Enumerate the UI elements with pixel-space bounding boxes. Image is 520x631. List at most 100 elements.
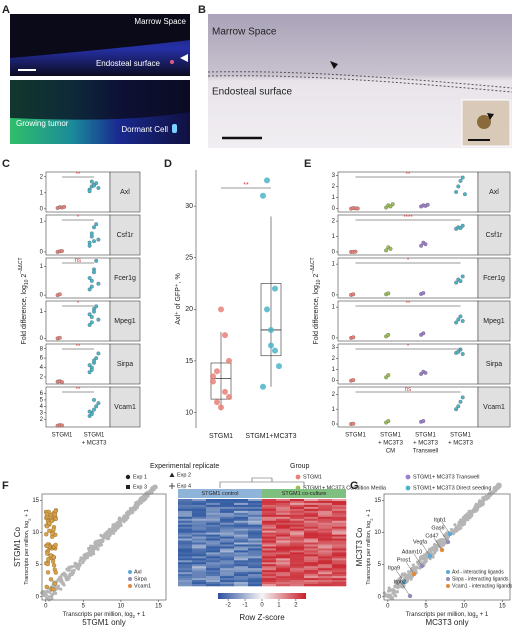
heatmap-cell <box>220 556 235 559</box>
heatmap-cell <box>192 546 207 549</box>
heatmap-cell <box>262 520 277 524</box>
heatmap-cell <box>234 502 249 506</box>
y-tick-label: 6 <box>40 356 44 362</box>
facet-frame <box>337 257 479 299</box>
background-point <box>413 566 417 570</box>
background-point <box>466 515 470 519</box>
highlight-point <box>49 518 55 523</box>
heatmap-cell <box>178 562 193 565</box>
heatmap-cell <box>332 528 347 531</box>
heatmap-cell <box>206 558 221 561</box>
heatmap-cell <box>220 572 235 575</box>
data-point <box>454 280 459 285</box>
heatmap-cell <box>192 556 207 559</box>
heatmap-cell <box>304 580 319 583</box>
background-point <box>81 560 85 565</box>
heatmap-cell <box>262 512 277 516</box>
heatmap-cell <box>318 499 333 502</box>
legend-symbol <box>446 577 450 581</box>
heatmap-cell <box>332 568 347 571</box>
data-point <box>96 317 101 322</box>
heatmap-cell <box>178 584 193 587</box>
facet-gene: Csf1r <box>486 232 503 239</box>
y-tick-label: 1 <box>332 367 336 373</box>
background-point <box>403 573 407 577</box>
heatmap-cell <box>318 554 333 557</box>
heatmap-cell <box>234 512 249 516</box>
y-tick-label: 10 <box>185 409 193 416</box>
x-tick-label: 15 <box>155 604 162 610</box>
heatmap-cell <box>220 522 235 526</box>
heatmap-cell <box>206 572 221 575</box>
heatmap-cell <box>248 580 263 583</box>
legend-label: STGM1+ MC3T3 Direct seeding <box>413 485 491 491</box>
highlight-point <box>53 516 58 522</box>
background-point <box>459 521 463 525</box>
heatmap-cell <box>262 532 277 535</box>
legend-label: Axl <box>134 569 142 575</box>
background-point <box>454 526 458 530</box>
heatmap-cell <box>276 584 291 587</box>
heatmap-cell <box>206 580 221 583</box>
facet-frame <box>45 343 111 385</box>
gene-label: Gas6 <box>431 525 444 531</box>
heatmap-cell <box>220 536 235 539</box>
heatmap-cell <box>220 552 235 555</box>
data-point <box>89 278 94 283</box>
heatmap-cell <box>318 564 333 567</box>
heatmap-cell <box>220 546 235 549</box>
heatmap-cell <box>234 570 249 573</box>
heatmap-cell <box>220 506 235 510</box>
heatmap-cell <box>304 510 319 514</box>
heatmap-cell <box>178 510 193 514</box>
background-point <box>52 590 57 595</box>
heatmap-cell <box>206 536 221 539</box>
background-point <box>138 501 143 505</box>
y-tick-label: 1 <box>332 234 336 240</box>
legend-symbol <box>169 483 175 489</box>
heatmap-cell <box>318 506 333 510</box>
sig-label: ** <box>243 182 249 189</box>
data-point <box>87 243 92 248</box>
heatmap-cell <box>290 500 305 504</box>
heatmap-cell <box>290 499 305 502</box>
heatmap-cell <box>304 550 319 553</box>
leader-line <box>401 583 411 597</box>
data-point <box>94 181 99 186</box>
heatmap-cell <box>276 566 291 569</box>
heatmap-cell <box>276 536 291 539</box>
heatmap-cell <box>248 568 263 571</box>
heatmap-cell <box>290 560 305 563</box>
background-point <box>66 567 70 571</box>
heatmap-cell <box>332 526 347 529</box>
heatmap-cell <box>206 506 221 510</box>
data-point <box>60 380 64 385</box>
background-point <box>73 564 77 568</box>
panel-label: B <box>198 4 206 16</box>
facet-strip <box>109 386 141 428</box>
heatmap-cell <box>192 544 207 547</box>
heatmap-cell <box>192 550 207 553</box>
plot-frame <box>41 493 167 601</box>
facet-frame <box>337 343 479 385</box>
heatmap-cell <box>332 578 347 581</box>
heatmap-cell <box>262 568 277 571</box>
heatmap-cell <box>290 518 305 522</box>
y-tick-label: 1 <box>332 262 336 268</box>
heatmap-cell <box>234 506 249 510</box>
heatmap-cell <box>318 520 333 524</box>
x-tick-label: STGM1 <box>84 433 105 439</box>
data-point <box>458 314 463 319</box>
background-point <box>128 506 132 511</box>
heatmap-cell <box>262 500 277 504</box>
heatmap-cell <box>262 578 277 581</box>
heatmap-cell <box>290 520 305 524</box>
x-tick-label: STGM1 <box>209 433 233 440</box>
highlight-point <box>45 543 50 549</box>
heatmap-cell <box>304 504 319 508</box>
heatmap-cell <box>178 520 193 524</box>
highlight-point <box>401 579 407 585</box>
heatmap-cell <box>178 556 193 559</box>
heatmap-cell <box>304 530 319 533</box>
y-tick-label: 0 <box>40 206 44 212</box>
